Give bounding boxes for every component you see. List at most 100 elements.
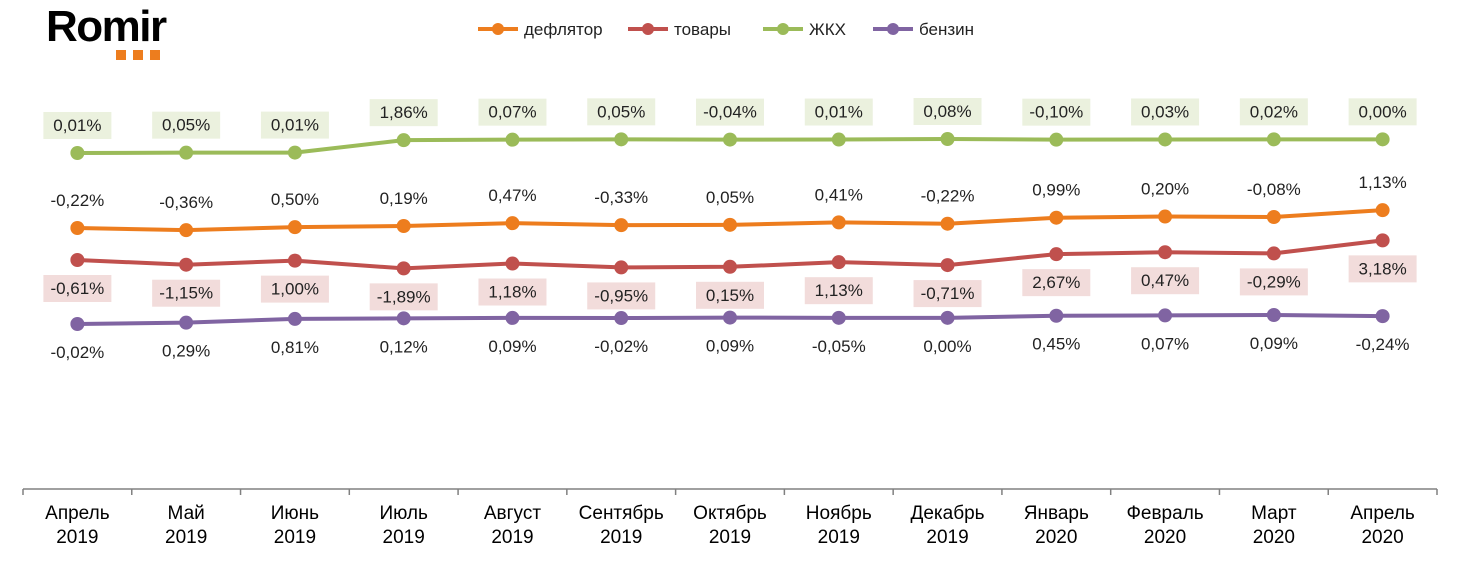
x-tick-label: Ноябрь bbox=[806, 503, 872, 524]
x-tick-label: Декабрь bbox=[910, 503, 984, 524]
logo-dot bbox=[133, 50, 143, 60]
data-label-goods: -0,95% bbox=[594, 286, 648, 305]
data-label-petrol: 0,07% bbox=[1141, 334, 1189, 353]
x-tick-label-year: 2019 bbox=[383, 527, 425, 548]
data-label-goods: 1,18% bbox=[488, 283, 536, 302]
point-goods bbox=[1266, 246, 1281, 261]
x-tick-label-year: 2020 bbox=[1253, 527, 1295, 548]
point-petrol bbox=[179, 315, 194, 330]
point-housing bbox=[287, 145, 302, 160]
point-goods bbox=[614, 260, 629, 275]
romir-logo: Romir bbox=[46, 2, 167, 60]
data-label-bg-goods bbox=[1022, 269, 1091, 297]
point-petrol bbox=[396, 311, 411, 326]
logo-dot bbox=[116, 50, 126, 60]
x-tick-label: Июль bbox=[379, 503, 428, 524]
data-label-petrol: -0,02% bbox=[594, 337, 648, 356]
data-label-goods: 1,13% bbox=[815, 281, 863, 300]
data-label-housing: 0,05% bbox=[597, 102, 645, 121]
data-label-housing: 0,01% bbox=[53, 116, 101, 135]
point-housing bbox=[940, 132, 955, 146]
data-label-deflator: -0,08% bbox=[1247, 180, 1301, 199]
data-label-goods: -0,29% bbox=[1247, 272, 1301, 291]
data-label-deflator: 0,41% bbox=[815, 185, 863, 204]
legend-marker-2 bbox=[642, 23, 654, 35]
data-label-housing: -0,04% bbox=[703, 103, 757, 122]
x-tick-label: Январь bbox=[1024, 503, 1089, 524]
data-label-housing: 1,86% bbox=[380, 103, 428, 122]
data-label-housing: 0,05% bbox=[162, 116, 210, 135]
point-deflator bbox=[505, 216, 520, 231]
point-goods bbox=[940, 258, 955, 273]
point-housing bbox=[1158, 132, 1173, 147]
data-label-bg-housing bbox=[43, 112, 112, 139]
data-label-bg-housing bbox=[587, 98, 656, 126]
data-label-deflator: 0,19% bbox=[380, 189, 428, 208]
x-tick-label-year: 2019 bbox=[818, 527, 860, 548]
data-label-petrol: 0,00% bbox=[923, 337, 971, 356]
legend-label-4: бензин bbox=[919, 20, 974, 39]
data-label-housing: 0,00% bbox=[1359, 102, 1407, 121]
point-goods bbox=[505, 256, 520, 271]
data-label-deflator: 0,05% bbox=[706, 188, 754, 207]
point-deflator bbox=[1266, 210, 1281, 225]
point-petrol bbox=[1266, 308, 1281, 322]
data-label-petrol: 0,45% bbox=[1032, 335, 1080, 354]
point-housing bbox=[1049, 132, 1064, 147]
point-petrol bbox=[614, 311, 629, 326]
legend-marker-1 bbox=[492, 23, 504, 35]
point-petrol bbox=[287, 311, 302, 326]
point-petrol bbox=[1049, 308, 1064, 323]
point-deflator bbox=[940, 216, 955, 231]
data-label-deflator: 0,99% bbox=[1032, 181, 1080, 200]
data-label-housing: -0,10% bbox=[1029, 103, 1083, 122]
data-label-bg-goods bbox=[587, 282, 656, 310]
point-deflator bbox=[831, 215, 846, 230]
point-petrol bbox=[1375, 309, 1390, 324]
x-tick-label-year: 2019 bbox=[709, 527, 751, 548]
data-label-bg-goods bbox=[152, 279, 221, 307]
data-label-petrol: -0,05% bbox=[812, 337, 866, 356]
data-label-goods: 3,18% bbox=[1359, 259, 1407, 278]
data-label-goods: -0,71% bbox=[921, 284, 975, 303]
x-tick-label-year: 2019 bbox=[491, 527, 533, 548]
point-petrol bbox=[505, 310, 520, 325]
data-label-goods: 0,15% bbox=[706, 286, 754, 305]
data-label-goods: -1,15% bbox=[159, 284, 213, 303]
point-petrol bbox=[70, 317, 85, 331]
x-tick-label-year: 2019 bbox=[926, 527, 968, 548]
legend-label-3: ЖКХ bbox=[809, 20, 846, 39]
data-label-bg-housing bbox=[1022, 98, 1091, 126]
point-housing bbox=[723, 132, 737, 147]
point-goods bbox=[1158, 245, 1173, 260]
data-label-deflator: -0,22% bbox=[921, 187, 975, 206]
data-label-housing: 0,03% bbox=[1141, 102, 1189, 121]
data-label-bg-goods bbox=[1239, 268, 1308, 296]
data-label-goods: 2,67% bbox=[1032, 273, 1080, 292]
data-label-bg-housing bbox=[1239, 98, 1308, 126]
point-housing bbox=[396, 133, 411, 148]
point-deflator bbox=[723, 217, 737, 232]
data-label-bg-housing bbox=[369, 99, 438, 127]
data-label-housing: 0,02% bbox=[1250, 102, 1298, 121]
point-deflator bbox=[1049, 210, 1064, 225]
point-housing bbox=[614, 132, 629, 147]
data-label-bg-goods bbox=[369, 283, 438, 311]
x-tick-label: Май bbox=[168, 503, 205, 524]
data-label-petrol: 0,09% bbox=[488, 337, 536, 356]
data-label-housing: 0,07% bbox=[488, 103, 536, 122]
data-label-bg-housing bbox=[1131, 98, 1200, 126]
x-tick-label: Август bbox=[484, 503, 541, 524]
x-tick-label-year: 2020 bbox=[1035, 527, 1077, 548]
point-petrol bbox=[723, 310, 737, 325]
data-label-bg-goods bbox=[696, 281, 764, 309]
point-petrol bbox=[831, 310, 846, 325]
data-label-bg-housing bbox=[152, 111, 221, 139]
point-deflator bbox=[70, 221, 85, 235]
point-housing bbox=[179, 145, 194, 160]
data-label-deflator: 0,20% bbox=[1141, 180, 1189, 199]
point-goods bbox=[723, 259, 737, 274]
point-deflator bbox=[1158, 209, 1173, 224]
x-tick-label-year: 2019 bbox=[165, 527, 207, 548]
